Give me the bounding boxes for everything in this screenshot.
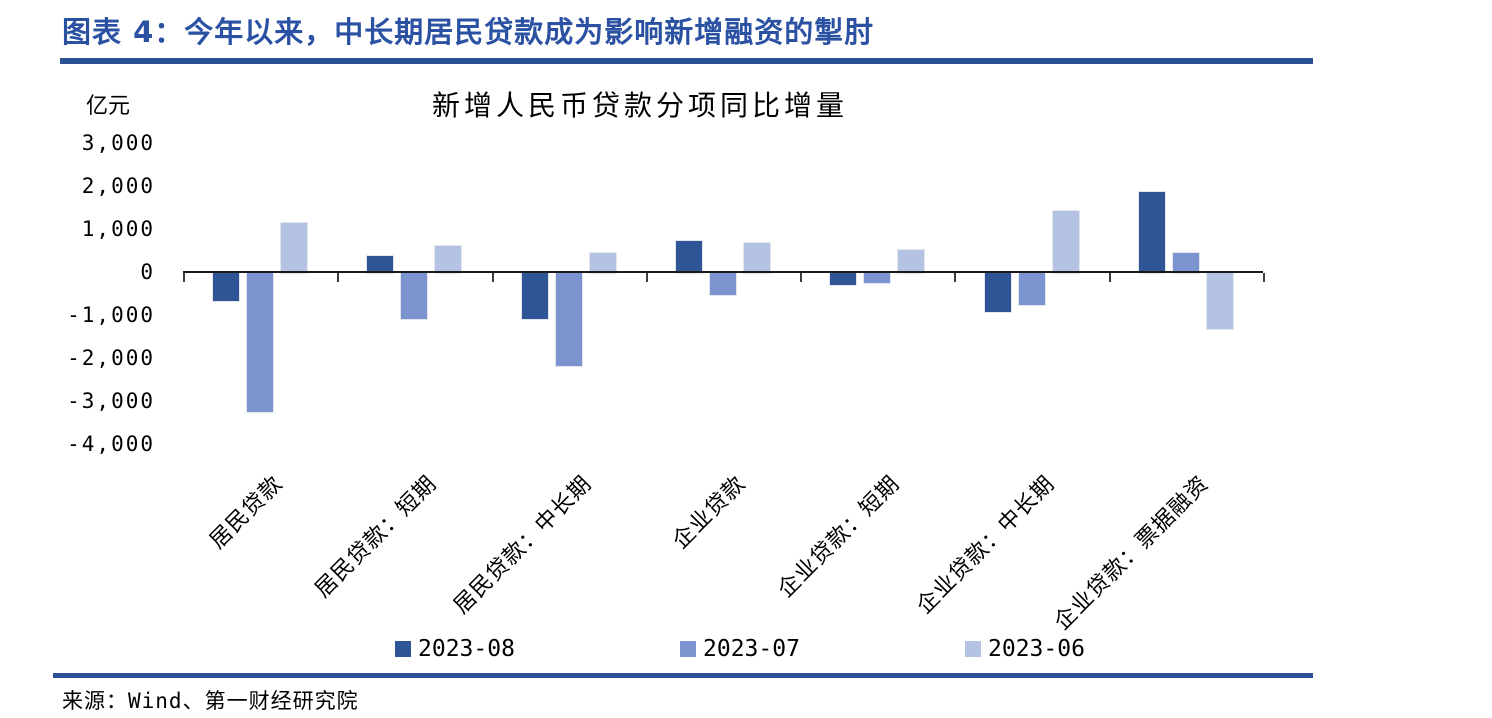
legend-label: 2023-06: [988, 636, 1085, 662]
figure-title: 图表 4：今年以来，中长期居民贷款成为影响新增融资的掣肘: [62, 15, 875, 49]
bar-2023-07-企业贷款：短期: [864, 273, 891, 284]
bar-2023-06-企业贷款：票据融资: [1206, 273, 1233, 330]
bar-2023-06-企业贷款：中长期: [1052, 211, 1079, 273]
legend-swatch: [965, 641, 981, 657]
bar-2023-07-居民贷款：中长期: [555, 273, 582, 366]
bar-2023-07-居民贷款: [247, 273, 274, 412]
y-tick-label: 1,000: [81, 216, 155, 241]
bar-2023-06-居民贷款：短期: [435, 245, 462, 273]
x-axis-tick: [183, 273, 185, 282]
bar-2023-07-企业贷款：中长期: [1018, 273, 1045, 306]
bar-2023-08-居民贷款：短期: [367, 255, 394, 273]
y-tick-label: 2,000: [81, 173, 155, 198]
x-axis-tick: [800, 273, 803, 282]
bar-2023-07-企业贷款: [710, 273, 736, 295]
bottom-divider: [53, 673, 1313, 678]
source-note: 来源：Wind、第一财经研究院: [62, 689, 359, 713]
y-tick-label: 0: [140, 260, 155, 284]
bar-2023-08-居民贷款：中长期: [521, 273, 548, 319]
legend-item: 2023-07: [680, 636, 800, 662]
chart-title: 新增人民币贷款分项同比增量: [431, 89, 848, 122]
y-tick-label: -2,000: [67, 346, 155, 371]
bar-2023-06-企业贷款：短期: [898, 249, 925, 273]
bar-2023-08-企业贷款：短期: [830, 273, 857, 286]
bar-2023-06-居民贷款: [281, 223, 308, 273]
y-tick-label: 3,000: [81, 130, 155, 155]
y-axis-unit-label: 亿元: [86, 94, 131, 119]
legend-swatch: [395, 641, 411, 657]
legend-swatch: [680, 641, 696, 657]
bar-2023-07-居民贷款：短期: [401, 273, 428, 319]
x-axis-tick: [491, 273, 494, 282]
bar-2023-06-企业贷款: [744, 243, 770, 273]
y-tick-label: -4,000: [67, 432, 155, 457]
x-axis-tick: [1263, 273, 1265, 282]
legend-label: 2023-07: [703, 636, 800, 662]
legend-item: 2023-08: [395, 636, 515, 662]
legend-item: 2023-06: [965, 636, 1085, 662]
legend-label: 2023-08: [418, 636, 515, 662]
bar-2023-08-企业贷款：票据融资: [1138, 191, 1165, 273]
x-axis-tick: [337, 273, 340, 282]
bar-2023-06-居民贷款：中长期: [589, 253, 616, 273]
bar-2023-08-企业贷款：中长期: [984, 273, 1011, 313]
x-axis-tick: [1108, 273, 1111, 282]
bar-2023-08-居民贷款: [213, 273, 240, 302]
x-axis-line: [183, 271, 1263, 273]
bar-2023-08-企业贷款: [676, 241, 702, 273]
y-tick-label: -1,000: [67, 303, 155, 328]
top-divider: [60, 58, 1313, 64]
x-axis-tick: [954, 273, 957, 282]
bar-2023-07-企业贷款：票据融资: [1172, 253, 1199, 273]
y-tick-label: -3,000: [67, 389, 155, 414]
x-axis-tick: [645, 273, 648, 282]
